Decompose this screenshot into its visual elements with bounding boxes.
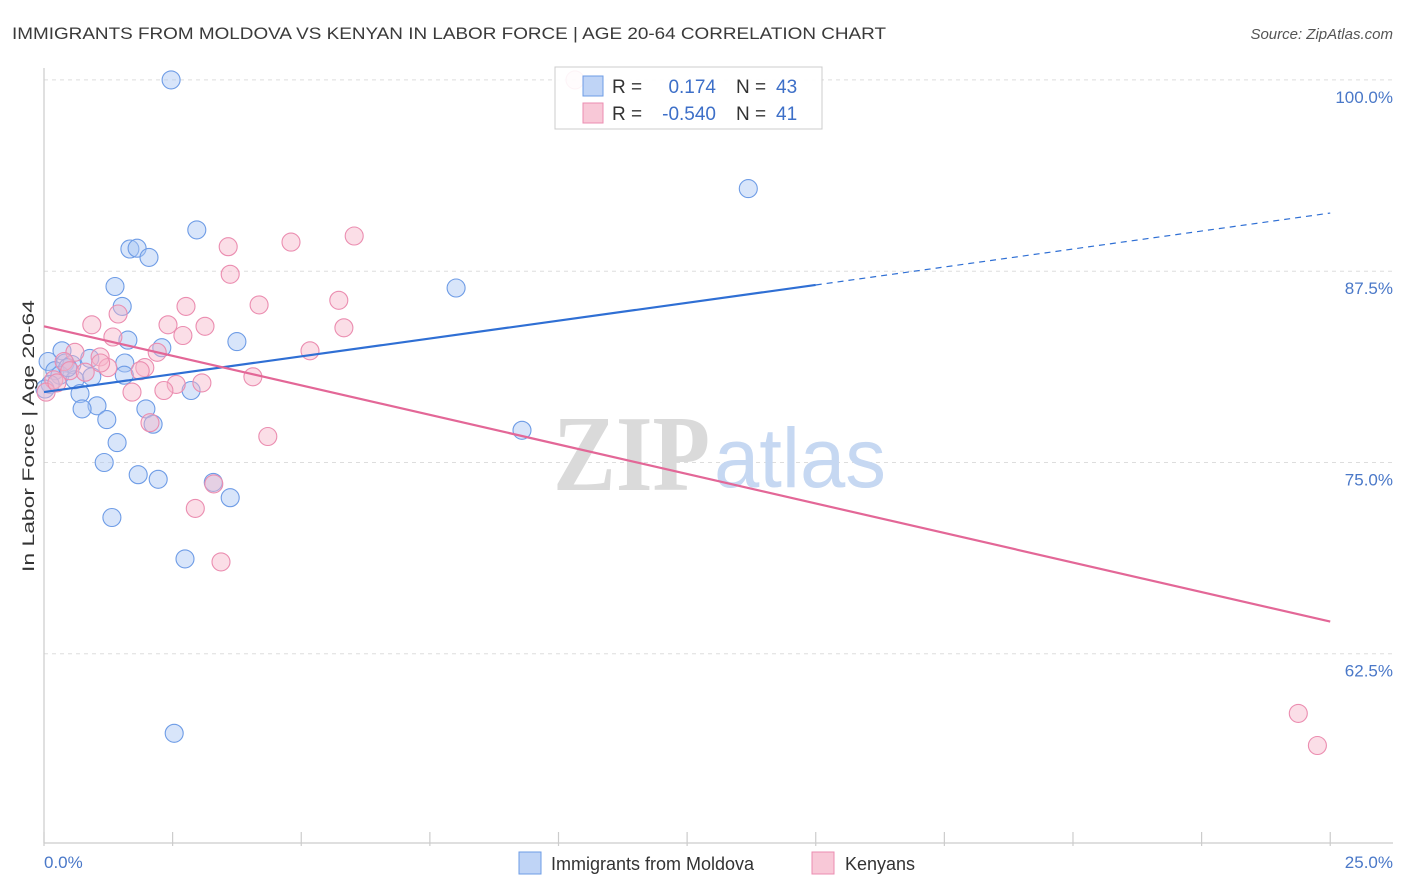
kenyans-point	[154, 380, 174, 401]
moldova-point	[105, 276, 125, 297]
moldova-series-swatch	[518, 851, 542, 875]
kenyans-point	[47, 373, 67, 393]
moldova-point	[161, 70, 181, 90]
watermark-zip: ZIP	[553, 395, 710, 514]
moldova-r-value: 0.174	[668, 77, 716, 98]
series-legend: Immigrants from Moldova Kenyans	[518, 851, 915, 875]
y-tick-label: 100.0%	[1335, 88, 1393, 107]
kenyans-point	[166, 374, 186, 394]
x-tick-label-max: 25.0%	[1345, 853, 1393, 872]
kenyans-point	[220, 264, 240, 284]
kenyans-series-swatch	[811, 851, 835, 875]
kenyans-point	[1307, 735, 1327, 756]
moldova-trend-line-extension	[815, 212, 1331, 286]
kenyans-point	[44, 370, 64, 390]
moldova-series-label: Immigrants from Moldova	[551, 854, 755, 874]
moldova-point	[143, 414, 163, 434]
kenyans-point	[281, 232, 301, 252]
kenyans-point	[192, 373, 212, 393]
kenyans-r-value: -0.540	[662, 104, 716, 125]
kenyans-point	[140, 413, 160, 433]
kenyans-point	[158, 315, 178, 335]
watermark-atlas: atlas	[714, 411, 886, 505]
x-tick-marks	[43, 832, 1331, 846]
moldova-point	[738, 179, 758, 199]
gridlines	[44, 79, 1393, 655]
moldova-point	[94, 452, 114, 473]
y-axis-label: In Labor Force | Age 20-64	[19, 300, 38, 572]
kenyans-legend-swatch	[582, 102, 604, 124]
moldova-point	[58, 358, 78, 378]
stats-legend: R = 0.174 N = 43 R = -0.540 N = 41	[554, 66, 823, 130]
moldova-point	[446, 278, 466, 298]
kenyans-point	[258, 426, 278, 447]
kenyans-n-value: 41	[776, 104, 797, 125]
kenyans-point	[1288, 703, 1308, 723]
moldova-r-label: R =	[612, 77, 642, 98]
kenyans-point	[344, 226, 364, 246]
kenyans-point	[176, 296, 196, 316]
watermark: ZIP atlas	[553, 395, 886, 514]
moldova-point	[148, 469, 168, 489]
kenyans-series-label: Kenyans	[845, 854, 915, 874]
kenyans-point	[204, 474, 224, 494]
moldova-point	[139, 247, 159, 267]
moldova-point	[187, 220, 207, 240]
kenyans-point	[90, 347, 110, 367]
kenyans-trend-line	[43, 325, 1331, 623]
moldova-point	[107, 433, 127, 453]
moldova-point	[70, 384, 90, 404]
kenyans-point	[82, 315, 102, 335]
kenyans-r-label: R =	[612, 104, 642, 125]
y-tick-label: 62.5%	[1345, 662, 1393, 681]
kenyans-point	[329, 290, 349, 310]
moldova-point	[102, 507, 122, 528]
moldova-point	[175, 549, 195, 569]
kenyans-point	[122, 382, 142, 402]
moldova-n-label: N =	[736, 77, 766, 98]
source-label: Source: ZipAtlas.com	[1250, 26, 1393, 43]
kenyans-point	[60, 361, 80, 381]
moldova-point	[72, 399, 92, 419]
y-tick-labels: 100.0% 87.5% 75.0% 62.5%	[1335, 88, 1393, 681]
kenyans-n-label: N =	[736, 104, 766, 125]
moldova-point	[164, 723, 184, 743]
kenyans-point	[173, 325, 193, 346]
kenyans-point	[334, 318, 354, 338]
trend-lines	[43, 212, 1331, 623]
y-tick-label: 87.5%	[1345, 279, 1393, 298]
chart-title: IMMIGRANTS FROM MOLDOVA VS KENYAN IN LAB…	[12, 24, 886, 43]
moldova-point	[227, 332, 247, 352]
moldova-legend-swatch	[582, 75, 604, 97]
y-tick-label: 75.0%	[1345, 470, 1393, 489]
kenyans-point	[75, 362, 95, 382]
moldova-n-value: 43	[776, 77, 797, 98]
kenyans-point	[91, 353, 111, 373]
moldova-point	[128, 465, 148, 485]
kenyans-point	[211, 552, 231, 572]
moldova-point	[220, 488, 240, 508]
moldova-point	[120, 239, 140, 259]
kenyans-point	[185, 498, 205, 518]
kenyans-point	[249, 295, 269, 315]
kenyans-point	[54, 351, 74, 372]
kenyans-point	[108, 304, 128, 324]
kenyans-point	[195, 316, 215, 336]
moldova-trend-line	[43, 283, 816, 394]
moldova-point	[97, 410, 117, 430]
x-tick-label-min: 0.0%	[44, 853, 83, 872]
kenyans-point	[218, 237, 238, 257]
scatter-points	[35, 70, 1327, 756]
moldova-point	[87, 396, 107, 416]
